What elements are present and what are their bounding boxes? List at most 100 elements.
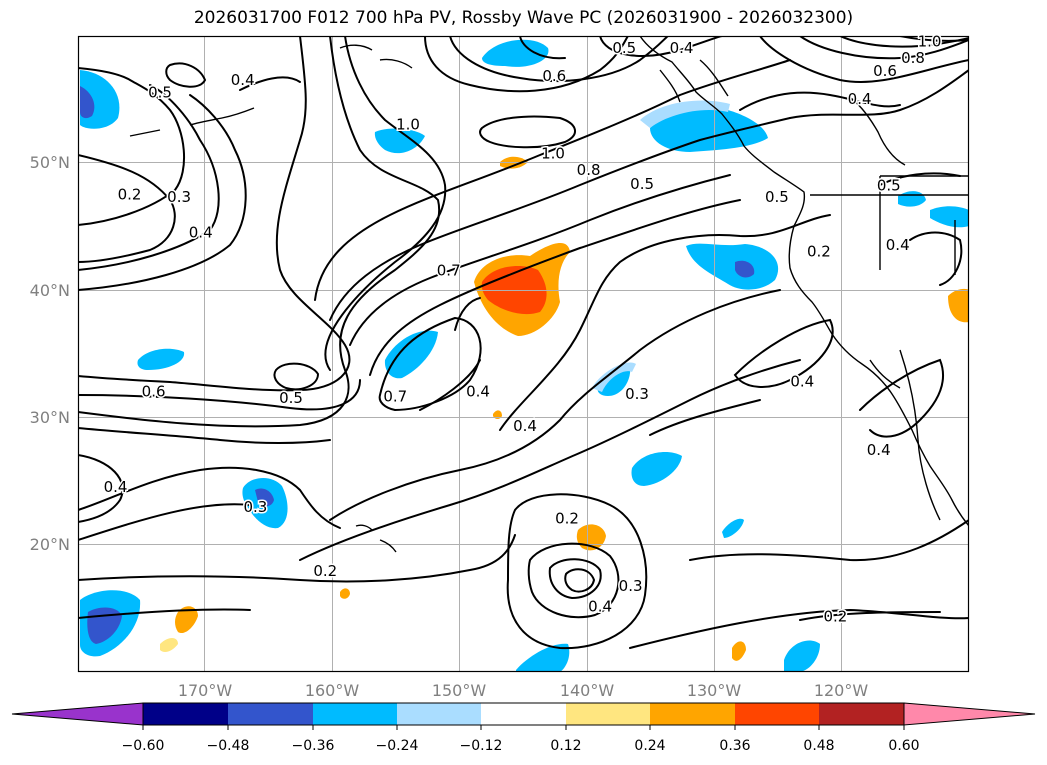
contour-line [454, 297, 481, 331]
coastline [847, 95, 906, 166]
colorbar-swatch [397, 703, 481, 725]
contour-line [739, 91, 901, 111]
contour-line [799, 611, 941, 621]
positive-anomaly-patch [732, 641, 746, 661]
contour-line [78, 534, 516, 583]
colorbar-tick-label: −0.60 [122, 738, 165, 754]
contour-label: 0.3 [167, 188, 191, 206]
contour-label: 0.4 [790, 372, 814, 390]
coastline [899, 349, 941, 521]
contour-line [449, 36, 669, 82]
colorbar-tick-label: 0.24 [634, 738, 665, 754]
negative-anomaly-patch [722, 518, 744, 538]
negative-anomaly-patch [631, 452, 682, 486]
lon-label-160w: 160°W [305, 681, 360, 700]
colorbar-ticks [142, 725, 905, 730]
colorbar: −0.60 −0.48 −0.36 −0.24 −0.12 0.12 0.24 … [11, 702, 1036, 754]
colorbar-tick-label: −0.12 [460, 738, 503, 754]
positive-anomaly-patch [493, 410, 502, 419]
contour-label: 0.4 [513, 417, 537, 435]
pv-contours [78, 36, 969, 650]
contour-label: 1.0 [918, 33, 942, 51]
contour-line [527, 542, 620, 619]
negative-anomaly-patch [735, 260, 755, 278]
contour-line [324, 36, 447, 371]
contour-label: 0.5 [612, 39, 636, 57]
negative-anomaly-patch [482, 39, 549, 67]
contour-label: 0.4 [886, 236, 910, 254]
contour-line [78, 503, 251, 541]
contour-label: 0.5 [630, 175, 654, 193]
colorbar-swatch [735, 703, 819, 725]
colorbar-min-extension [11, 702, 144, 726]
coastline [189, 107, 255, 126]
contour-line [759, 36, 969, 83]
contour-line [378, 316, 482, 412]
colorbar-tick-label: −0.48 [207, 738, 250, 754]
map-background [78, 36, 969, 672]
contour-line [519, 36, 566, 60]
lat-label-20n: 20°N [30, 535, 70, 554]
contour-label: 0.7 [383, 388, 407, 406]
contour-line [329, 117, 791, 321]
negative-anomaly-patch [784, 640, 820, 672]
colorbar-frame [142, 702, 905, 726]
colorbar-swatch [566, 703, 650, 725]
contour-line [599, 36, 723, 57]
weak-positive-patch [160, 638, 178, 652]
colorbar-swatch [650, 703, 735, 725]
latitude-labels: 50°N 40°N 30°N 20°N [30, 153, 70, 554]
pv-anomaly-shading [80, 39, 969, 672]
contour-label: 0.4 [104, 478, 128, 496]
contour-label: 0.4 [848, 90, 872, 108]
coastline [339, 44, 373, 51]
colorbar-tick-label: 0.36 [719, 738, 750, 754]
contour-label: 0.4 [189, 224, 213, 242]
contour-line [78, 608, 251, 619]
contour-line [78, 84, 220, 271]
colorbar-swatch [313, 703, 397, 725]
contour-line [314, 59, 791, 301]
contour-label: 0.6 [873, 62, 897, 80]
negative-anomaly-patch [384, 330, 438, 379]
negative-anomaly-patch [686, 243, 779, 290]
contour-line [349, 174, 731, 346]
weak-negative-patch [640, 100, 730, 128]
lon-label-150w: 150°W [432, 681, 487, 700]
colorbar-max-extension [903, 702, 1036, 726]
lon-label-170w: 170°W [178, 681, 233, 700]
contour-line [419, 359, 481, 411]
contour-line [78, 454, 124, 523]
contour-label: 0.5 [279, 389, 303, 407]
contour-label: 1.0 [396, 115, 420, 133]
contour-label: 0.3 [243, 498, 267, 516]
contour-label: 0.8 [577, 161, 601, 179]
contour-line [564, 568, 596, 593]
colorbar-tick-label: 0.48 [803, 738, 834, 754]
negative-anomaly-patch [80, 86, 95, 119]
colorbar-tick-label: 0.12 [550, 738, 581, 754]
coastline [699, 59, 729, 97]
coastline [869, 359, 901, 389]
contour-label: 0.2 [118, 185, 142, 203]
contour-line [165, 62, 207, 88]
contour-line [78, 154, 176, 263]
contour-label: 0.2 [807, 243, 831, 261]
contour-line [78, 94, 247, 291]
contour-line [369, 199, 741, 376]
map-title: 2026031700 F012 700 hPa PV, Rossby Wave … [193, 8, 854, 28]
contour-label: 0.2 [555, 510, 579, 528]
lat-label-50n: 50°N [30, 153, 70, 172]
contour-labels: 0.50.41.00.60.5 0.4 1.00.80.60.40.2 0.30.41… [102, 31, 943, 627]
contour-label: 0.4 [867, 441, 891, 459]
contour-label: 0.6 [142, 383, 166, 401]
contour-line [649, 399, 761, 436]
contour-label: 0.4 [670, 39, 694, 57]
contour-line [879, 172, 961, 186]
contour-label: 0.4 [231, 71, 255, 89]
contour-label: 0.3 [619, 577, 643, 595]
contour-label: 0.3 [625, 385, 649, 403]
contour-line [329, 289, 781, 521]
coastlines [129, 36, 969, 553]
